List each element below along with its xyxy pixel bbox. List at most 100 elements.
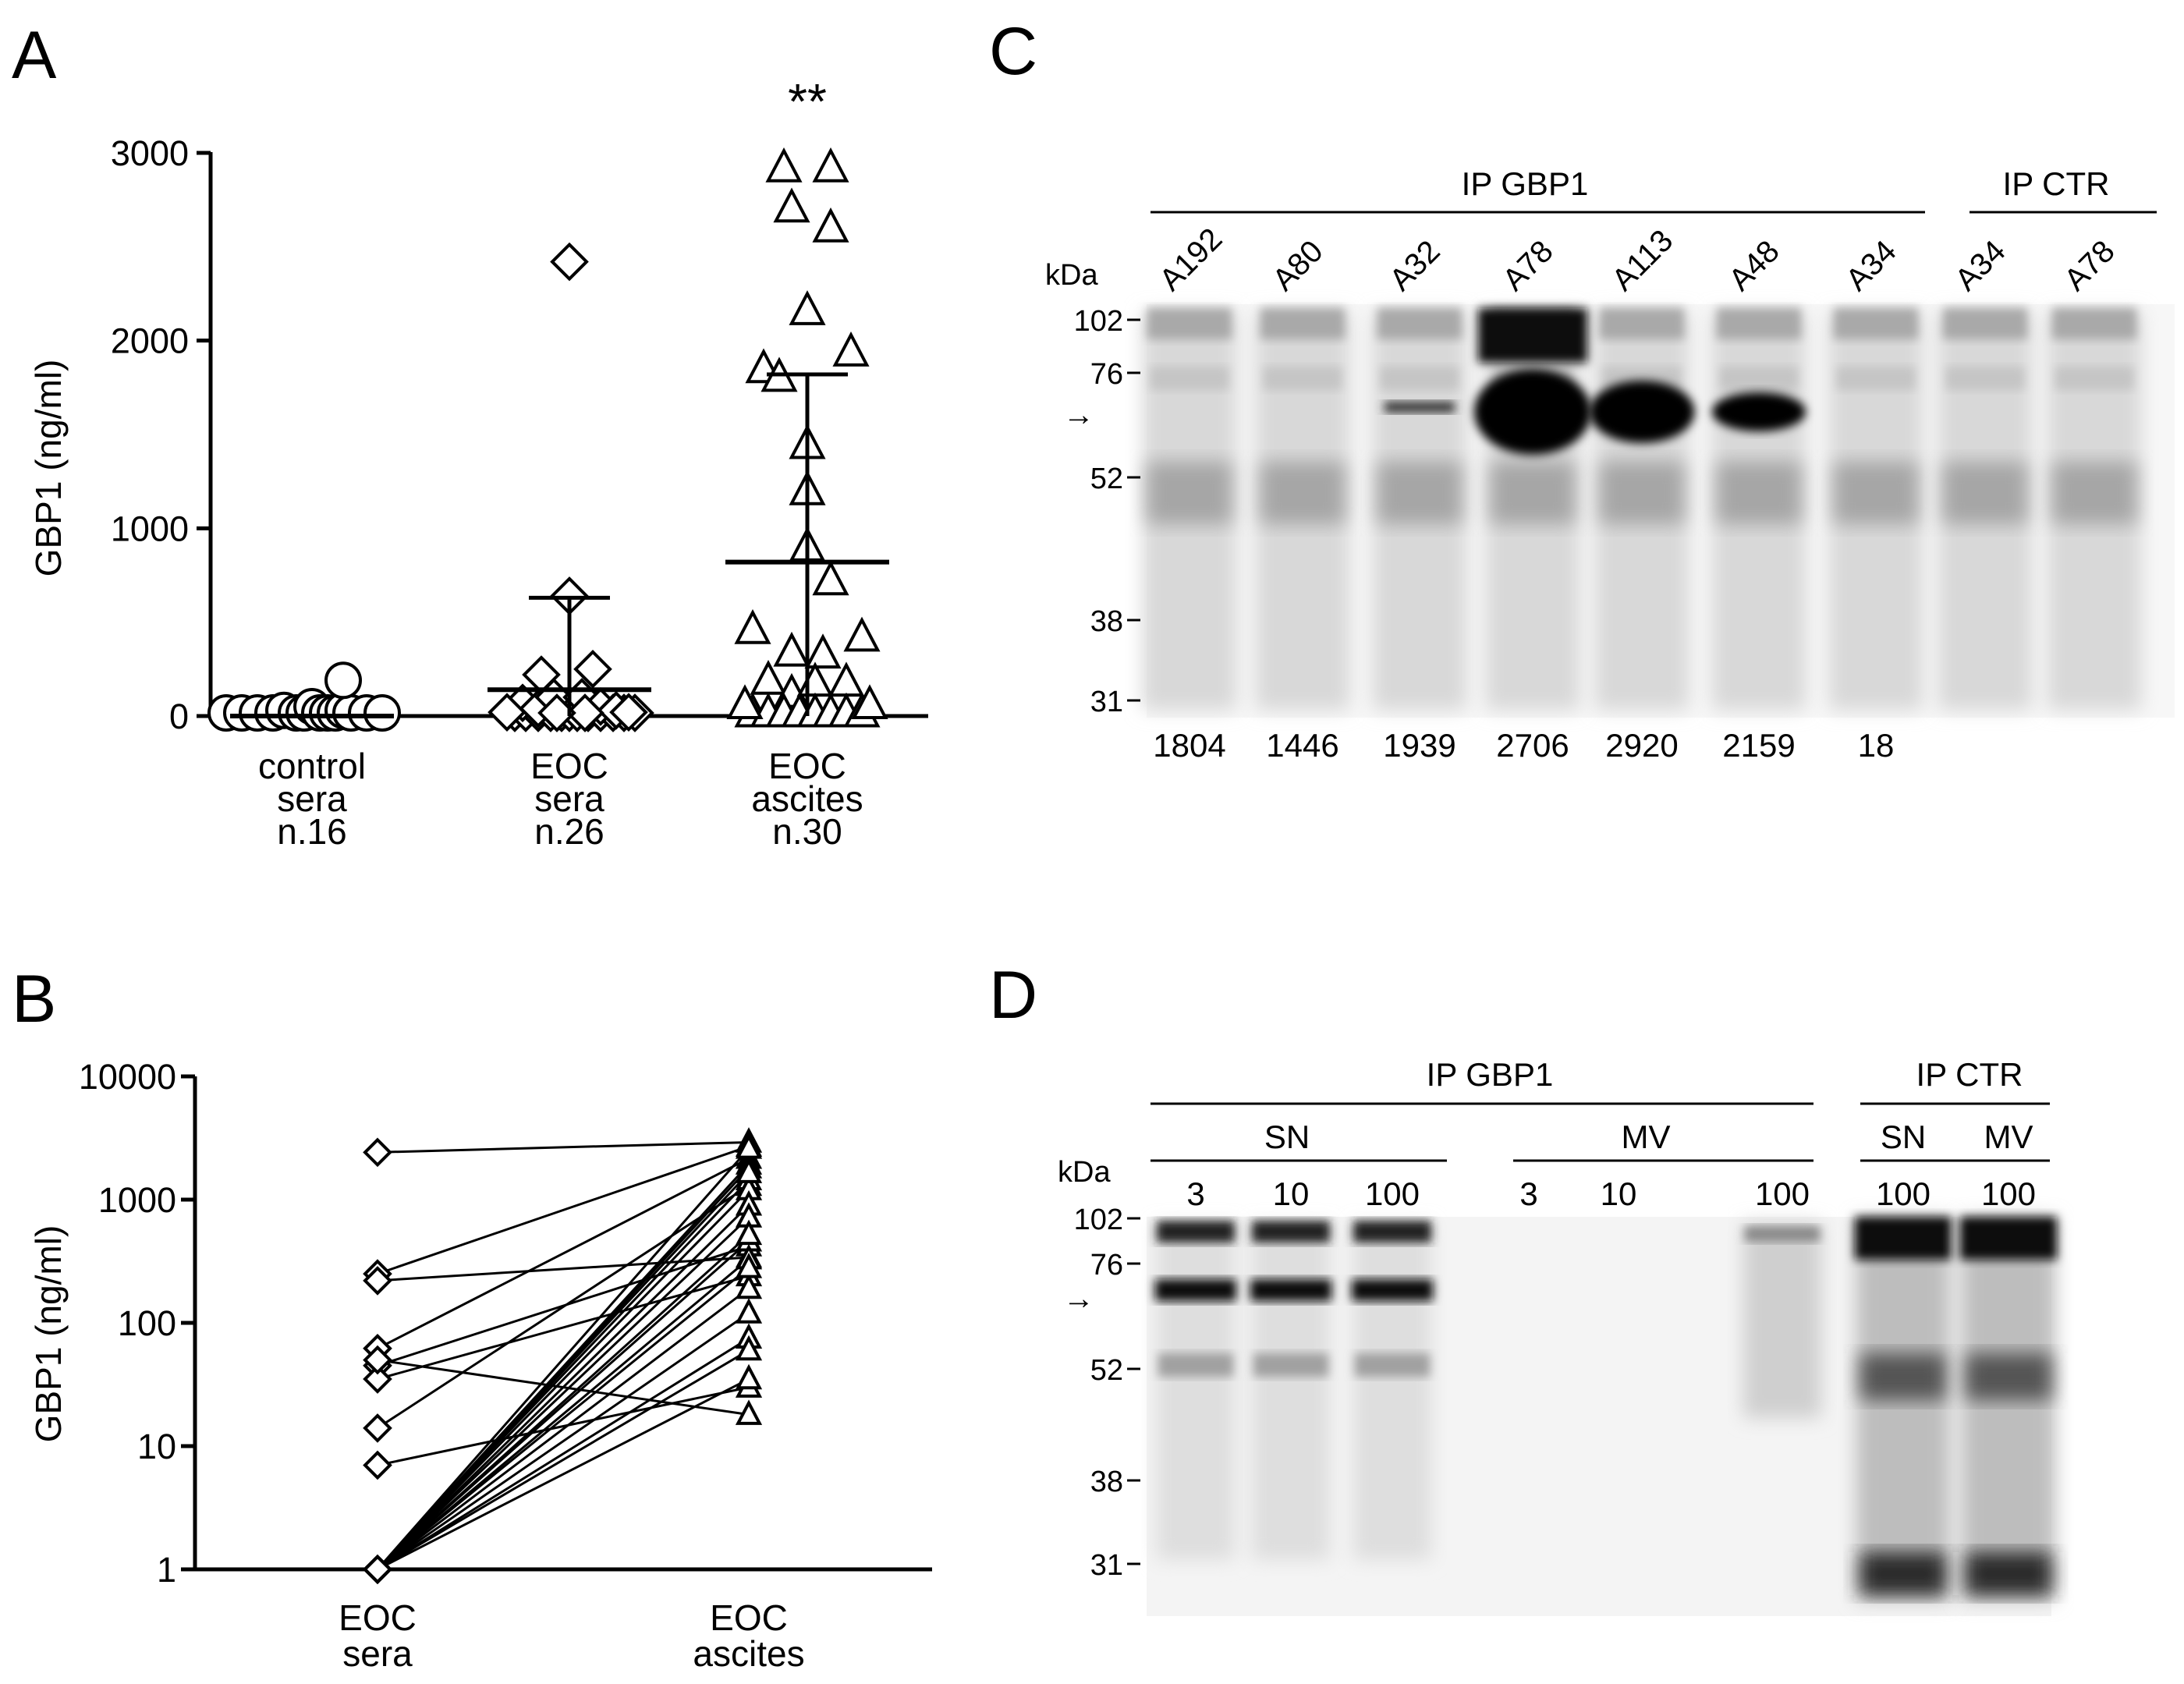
- kda-label-c: kDa: [1045, 259, 1098, 292]
- kda-marker-label-d: 31: [1090, 1549, 1123, 1582]
- data-point-a: [789, 290, 826, 325]
- data-point-a: [804, 633, 842, 669]
- kda-markers-c: 102 76 52 38 31: [1074, 305, 1140, 718]
- x-category-label-b: sera: [342, 1633, 413, 1674]
- data-point-a: [609, 693, 648, 732]
- band-52-d: [1355, 1353, 1430, 1377]
- band-102-c: [1260, 308, 1345, 339]
- gbp1-band-d: [1352, 1279, 1433, 1301]
- paired-line-b: [376, 1172, 750, 1571]
- y-tick-label-b: 10000: [79, 1057, 176, 1097]
- gbp1-band-d: [1155, 1279, 1236, 1301]
- lane-smear-d: [1353, 1225, 1431, 1560]
- lane-value-c: 2159: [1722, 727, 1795, 764]
- kda-marker-label-d: 38: [1090, 1466, 1123, 1498]
- ascites-point-b: [735, 1158, 763, 1183]
- ascites-point-b: [735, 1219, 763, 1246]
- mv-label-d: MV: [1622, 1119, 1671, 1155]
- panel-c: C IP GBP1 IP CTR kDa A192 A80 A32 A78 A113 A4…: [989, 14, 2175, 764]
- data-point-a: [812, 147, 849, 183]
- paired-line-b: [376, 1216, 750, 1571]
- band-arrow-d: →: [1063, 1282, 1094, 1316]
- y-tick-label-a: 2000: [111, 321, 189, 361]
- band-76-c: [1150, 367, 1228, 390]
- lane-value-c: 1804: [1153, 727, 1225, 764]
- band-76-c: [1720, 367, 1798, 390]
- x-category-label-a: ascites: [751, 778, 863, 819]
- band-52-d: [1253, 1353, 1328, 1377]
- band-102-c: [1147, 308, 1232, 339]
- paired-line-b: [377, 1140, 750, 1154]
- lane-label-c: A192: [1153, 222, 1228, 297]
- sera-point-b: [363, 1345, 392, 1375]
- band-52-c: [1600, 462, 1684, 524]
- x-category-label-a: sera: [277, 778, 347, 819]
- lane-label-c: A48: [1722, 234, 1785, 297]
- band-102-d: [1855, 1217, 1952, 1260]
- band-102-d: [1157, 1221, 1235, 1243]
- ascites-point-b: [735, 1253, 763, 1278]
- mv-faint-lane-d: [1743, 1223, 1821, 1418]
- kda-marker-label-c: 76: [1090, 358, 1123, 391]
- x-category-label-a: EOC: [768, 746, 846, 786]
- lane-values-c: 1804 1446 1939 2706 2920 2159 18: [1153, 727, 1894, 764]
- band-52-c: [1260, 462, 1345, 524]
- y-axis-title-b: GBP1 (ng/ml): [28, 1225, 69, 1443]
- data-point-a: [851, 684, 888, 720]
- lane-label-c: A78: [2058, 234, 2121, 297]
- y-tick-label-b: 1: [157, 1550, 176, 1590]
- paired-line-b: [377, 1287, 750, 1571]
- paired-line-b: [376, 1233, 750, 1571]
- paired-line-b: [377, 1337, 750, 1571]
- paired-line-b: [376, 1189, 750, 1571]
- data-point-a: [812, 560, 849, 596]
- paired-line-b: [376, 1204, 750, 1571]
- band-102-c: [1834, 308, 1918, 339]
- lane-labels-d: 3 10 100 3 10 100 100 100: [1186, 1175, 2036, 1212]
- y-ticks-b: 1 10 100 1000 10000: [79, 1057, 195, 1590]
- lane-smear-d: [1157, 1225, 1235, 1560]
- lane-label-c: A34: [1948, 234, 2012, 297]
- ascites-point-b: [735, 1363, 763, 1390]
- sera-point-b: [363, 1266, 392, 1296]
- lane-value-c: 1446: [1266, 727, 1338, 764]
- y-tick-label-a: 1000: [111, 509, 189, 548]
- ascites-point-b: [735, 1133, 763, 1159]
- band-102-c: [1377, 308, 1462, 339]
- data-point-a: [324, 661, 362, 700]
- kda-markers-d: 102 76 52 38 31: [1074, 1204, 1140, 1582]
- ip-ctr-label-d: IP CTR: [1916, 1056, 2023, 1093]
- x-category-label-b: EOC: [710, 1597, 788, 1638]
- lane-label-d: 10: [1273, 1175, 1310, 1212]
- sera-point-b: [363, 1364, 392, 1394]
- band-arrow-c: →: [1063, 398, 1094, 432]
- lane-value-c: 2706: [1496, 727, 1569, 764]
- sn-ctr-label-d: SN: [1881, 1119, 1926, 1155]
- lane-label-d: 100: [1365, 1175, 1420, 1212]
- band-52-c: [1834, 462, 1918, 524]
- blot-image-c: [1143, 304, 2175, 718]
- paired-line-b: [377, 1349, 750, 1571]
- data-point-a: [796, 661, 834, 697]
- band-102-c: [1717, 308, 1801, 339]
- band-52-c: [1491, 462, 1575, 524]
- band-52-c: [1377, 462, 1462, 524]
- panel-label-d: D: [989, 958, 1037, 1033]
- lane-label-d: 100: [1981, 1175, 2036, 1212]
- kda-marker-label-c: 102: [1074, 305, 1123, 338]
- lane-label-c: A34: [1839, 234, 1902, 297]
- data-point-a: [773, 631, 810, 667]
- ascites-point-b: [735, 1298, 763, 1324]
- data-point-a: [488, 693, 526, 732]
- lane-label-d: 10: [1601, 1175, 1637, 1212]
- band-52-d: [1158, 1353, 1233, 1377]
- lane-labels-c: A192 A80 A32 A78 A113 A48 A34 A34 A78: [1153, 222, 2121, 297]
- band-102-d: [1960, 1217, 2057, 1260]
- sera-point-b: [363, 1413, 392, 1443]
- data-point-a: [832, 331, 870, 367]
- lane-label-c: A80: [1266, 234, 1329, 297]
- band-102-c: [1600, 308, 1684, 339]
- band-102-c: [1943, 308, 2027, 339]
